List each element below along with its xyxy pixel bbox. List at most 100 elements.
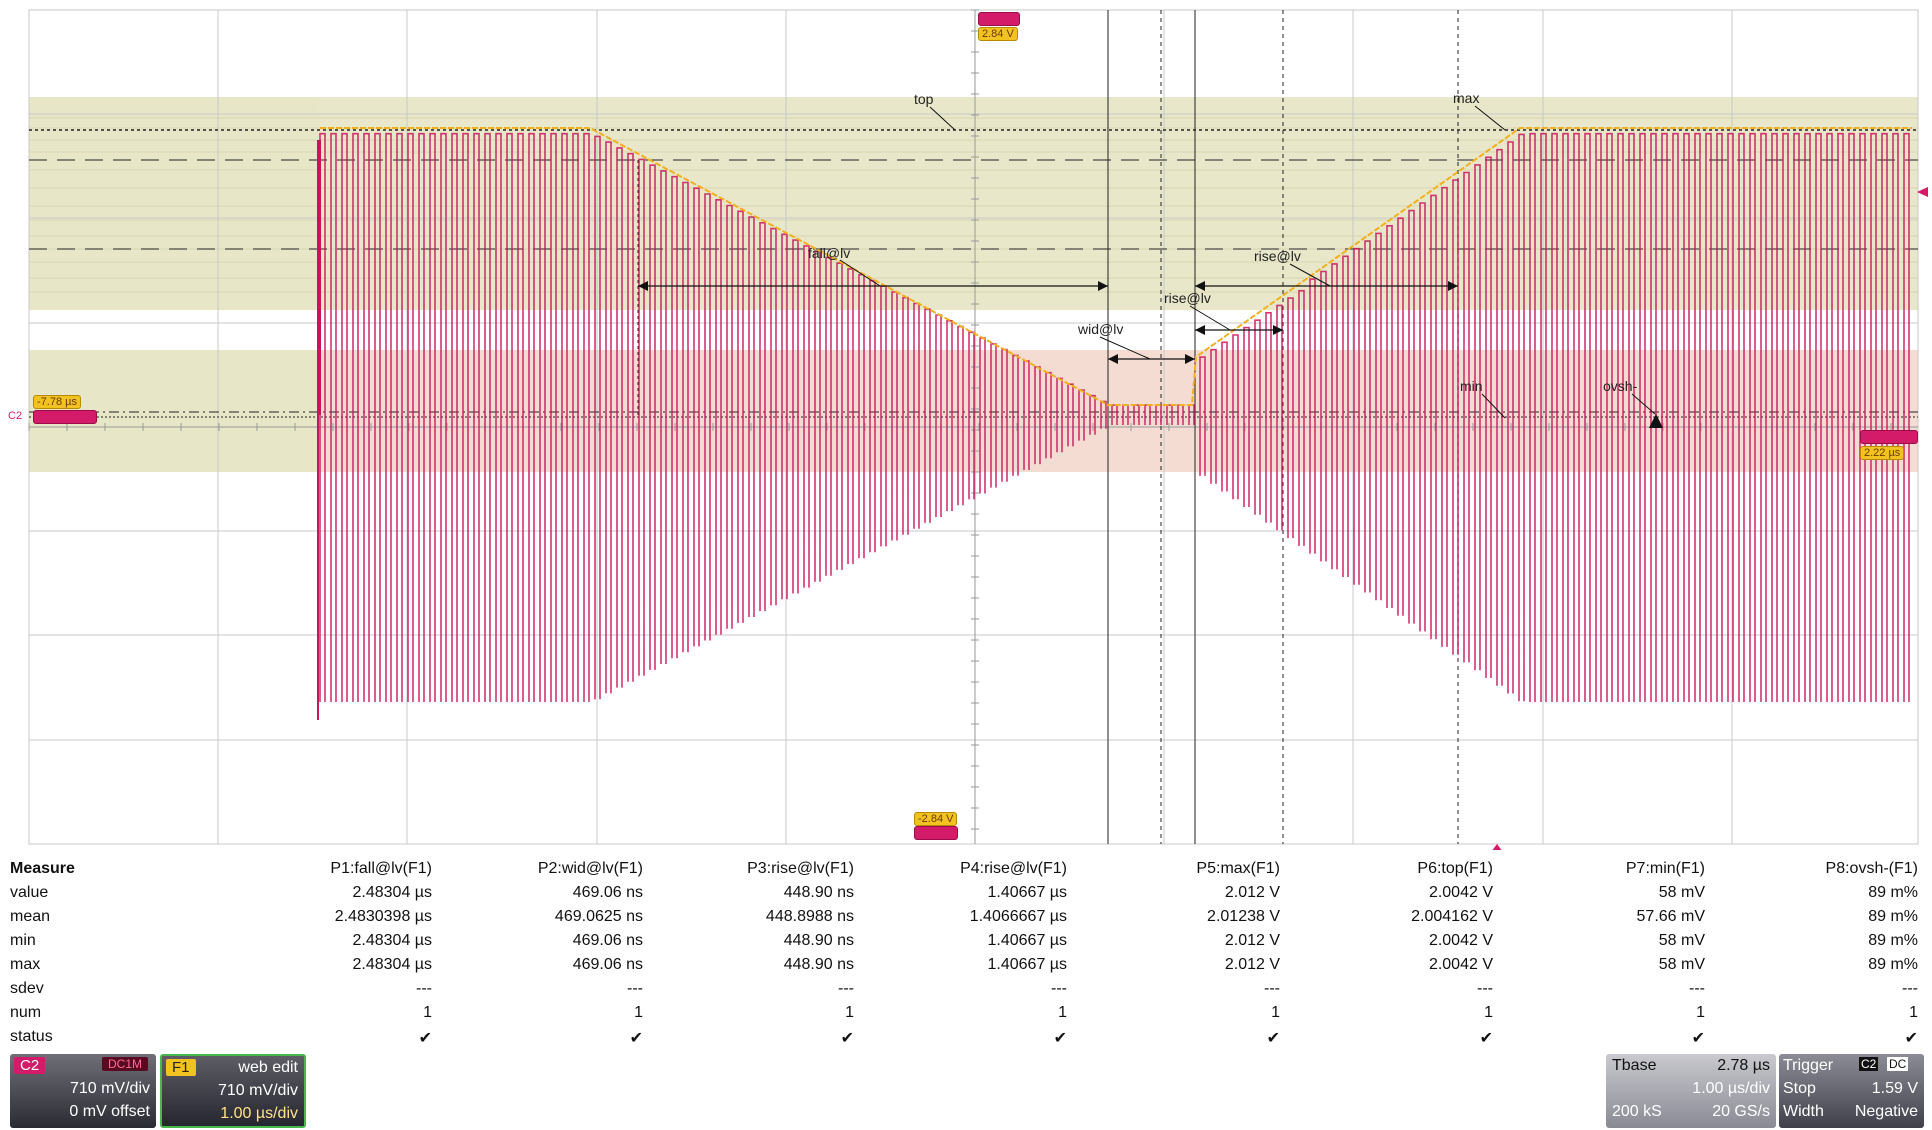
leader-line [1189,305,1231,331]
measure-row-mean: mean 2.4830398 µs 469.0625 ns 448.8988 ns 1.… [0,908,1932,932]
c2-offset: 0 mV offset [69,1103,150,1120]
measure-header-label: Measure [10,860,75,877]
status-check-icon: ✔ [1904,1030,1918,1047]
trigger-top-marker[interactable] [978,12,1020,26]
waveform-display[interactable]: top max fall@lv wid@lv rise@lv rise@lv m… [0,0,1932,850]
measure-cell: --- [416,980,432,997]
c2-tag: C2 [14,1057,46,1074]
label-rise-2: rise@lv [1254,248,1301,264]
leader-line [1631,393,1656,415]
trigger-descriptor[interactable]: Trigger C2 DC Stop 1.59 V Width Negative [1779,1054,1924,1128]
status-check-icon: ✔ [1691,1030,1705,1047]
measure-row-min: min 2.48304 µs 469.06 ns 448.90 ns 1.40667 µ… [0,932,1932,956]
param-header[interactable]: P4:rise@lv(F1) [960,860,1067,877]
rise-arrow-1-head-right [1273,325,1283,335]
timebase-rate: 20 GS/s [1712,1103,1770,1120]
measure-cell: 1 [1058,1004,1067,1021]
c2-scale: 710 mV/div [69,1080,150,1097]
fall-arrow-head-left [638,281,648,291]
c2-descriptor[interactable]: C2 DC1M 710 mV/div 0 mV offset [10,1054,156,1128]
measure-cell: 2.004162 V [1411,908,1493,925]
measurement-table: Measure P1:fall@lv(F1) P2:wid@lv(F1) P3:… [0,860,1932,1060]
measure-cell: 1 [1271,1004,1280,1021]
label-rise-1: rise@lv [1164,290,1211,306]
measure-row-label: value [10,884,49,901]
param-header[interactable]: P2:wid@lv(F1) [537,860,643,877]
measure-cell: 2.012 V [1224,956,1280,973]
measure-cell: --- [1689,980,1705,997]
trigger-coupling: DC [1887,1057,1909,1071]
status-check-icon: ✔ [1266,1030,1280,1047]
param-header[interactable]: P7:min(F1) [1625,860,1705,877]
status-check-icon: ✔ [418,1030,432,1047]
measure-cell: --- [1477,980,1493,997]
channel-descriptor-bar: C2 DC1M 710 mV/div 0 mV offset F1 web ed… [0,1054,1932,1130]
measure-row-label: min [10,932,36,949]
fall-arrow-head-right [1098,281,1108,291]
timebase-samples: 200 kS [1612,1103,1662,1120]
measure-cell: 89 m% [1868,908,1918,925]
f1-descriptor[interactable]: F1 web edit 710 mV/div 1.00 µs/div [160,1054,306,1128]
top-value-marker: 2.84 V [978,27,1018,41]
measure-cell: 2.012 V [1224,884,1280,901]
measure-cell: 1.40667 µs [987,884,1068,901]
measure-cell: 58 mV [1658,956,1705,973]
trigger-position-marker-icon[interactable] [1491,844,1503,850]
measure-cell: 1.40667 µs [987,932,1068,949]
measure-cell: 1 [845,1004,854,1021]
measure-cell: 1 [423,1004,432,1021]
param-header[interactable]: P6:top(F1) [1417,860,1493,877]
rise-arrow-1-head-left [1195,325,1205,335]
measurement-arrows [637,105,1656,419]
label-max: max [1453,90,1479,106]
timebase-delay: 2.78 µs [1717,1057,1770,1074]
bottom-value-marker: -2.84 V [914,812,958,826]
measure-cell: 448.90 ns [783,932,854,949]
f1-name: web edit [238,1059,298,1076]
f1-timebase: 1.00 µs/div [220,1105,298,1122]
measure-cell: 2.012 V [1224,932,1280,949]
status-check-icon: ✔ [1479,1030,1493,1047]
waveform-plot[interactable]: top max fall@lv wid@lv rise@lv rise@lv m… [0,0,1932,850]
measure-cell: 58 mV [1658,884,1705,901]
measure-cell: 1 [634,1004,643,1021]
measure-row-num: num 1 1 1 1 1 1 1 1 [0,1004,1932,1028]
waveform-trace [317,132,1910,720]
leader-line [1289,263,1331,287]
status-check-icon: ✔ [840,1030,854,1047]
right-ref-marker[interactable] [1860,430,1918,444]
status-check-icon: ✔ [629,1030,643,1047]
channel-marker-label: C2 [8,410,23,422]
rise-arrow-2-head-right [1448,281,1458,291]
trigger-mode: Stop [1783,1080,1816,1097]
measure-cell: 2.0042 V [1428,884,1493,901]
rise-arrow-2-head-left [1195,281,1205,291]
param-header[interactable]: P1:fall@lv(F1) [330,860,432,877]
trigger-bottom-marker[interactable] [914,826,958,840]
graticule [28,9,1919,845]
measure-cell: 1.4066667 µs [969,908,1067,925]
measure-row-max: max 2.48304 µs 469.06 ns 448.90 ns 1.40667 µ… [0,956,1932,980]
timebase-label: Tbase [1612,1057,1657,1074]
param-header[interactable]: P8:ovsh-(F1) [1825,860,1918,877]
f1-tag: F1 [166,1059,196,1076]
measure-row-label: status [10,1028,53,1045]
measure-cell: 58 mV [1658,932,1705,949]
measure-cell: 2.48304 µs [352,956,433,973]
right-value-marker: 2.22 µs [1860,446,1905,460]
label-min: min [1460,378,1483,394]
timebase-per-div: 1.00 µs/div [1692,1080,1770,1097]
channel-offset-marker[interactable] [33,410,97,424]
measure-cell: 1 [1484,1004,1493,1021]
timebase-descriptor[interactable]: Tbase 2.78 µs 1.00 µs/div 200 kS 20 GS/s [1606,1054,1776,1128]
trigger-level-marker-icon[interactable] [1917,187,1928,197]
measure-row-value: value 2.48304 µs 469.06 ns 448.90 ns 1.40667… [0,884,1932,908]
param-header[interactable]: P5:max(F1) [1196,860,1280,877]
measure-row-label: mean [10,908,51,925]
measure-row-label: max [10,956,41,973]
param-header[interactable]: P3:rise@lv(F1) [747,860,854,877]
measure-cell: 2.0042 V [1428,932,1493,949]
label-wid: wid@lv [1077,321,1123,337]
measure-cell: --- [838,980,854,997]
measure-cell: --- [1902,980,1918,997]
